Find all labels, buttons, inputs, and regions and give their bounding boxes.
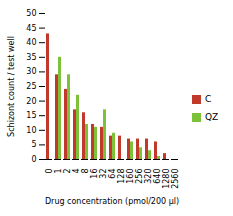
svg-text:Drug concentration (pmol/200 μ: Drug concentration (pmol/200 μl) [45, 197, 179, 206]
svg-text:640: 640 [153, 169, 162, 184]
svg-text:128: 128 [117, 169, 126, 184]
svg-text:45: 45 [26, 24, 36, 33]
html-text:C: C [205, 94, 212, 104]
svg-text:0: 0 [45, 169, 54, 174]
svg-text:16: 16 [90, 169, 99, 179]
svg-text:40: 40 [26, 38, 36, 47]
svg-text:1: 1 [54, 169, 63, 174]
svg-text:Schizont count / test well: Schizont count / test well [7, 36, 16, 137]
svg-text:320: 320 [144, 169, 153, 184]
svg-text:2: 2 [63, 169, 72, 174]
svg-text:20: 20 [26, 97, 36, 106]
svg-text:64: 64 [108, 169, 117, 179]
svg-text:30: 30 [26, 67, 36, 76]
svg-text:4: 4 [72, 169, 81, 174]
svg-text:2560: 2560 [171, 169, 180, 189]
html-text:QZ: QZ [205, 112, 219, 122]
svg-text:32: 32 [99, 169, 108, 179]
svg-text:35: 35 [26, 53, 36, 62]
svg-text:8: 8 [81, 169, 90, 174]
svg-text:50: 50 [26, 9, 36, 18]
svg-text:0: 0 [31, 155, 36, 164]
svg-text:160: 160 [126, 169, 135, 184]
svg-text:25: 25 [26, 82, 36, 91]
svg-text:256: 256 [135, 169, 144, 184]
svg-text:10: 10 [26, 126, 36, 135]
svg-text:1280: 1280 [162, 169, 171, 189]
svg-text:15: 15 [26, 111, 36, 120]
svg-text:5: 5 [31, 140, 36, 149]
